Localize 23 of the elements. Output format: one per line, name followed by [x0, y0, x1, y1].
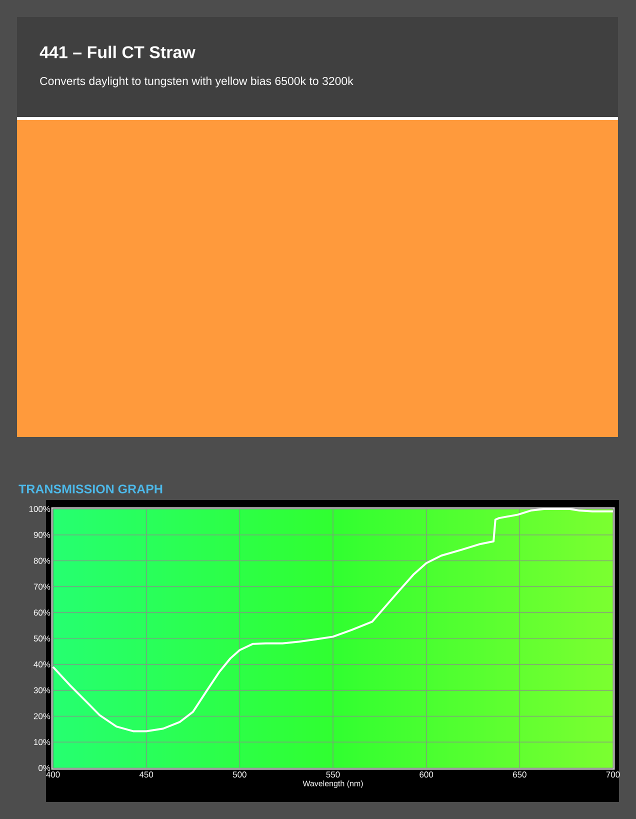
x-tick-label: 400: [46, 772, 60, 778]
y-tick-label: 60%: [34, 610, 50, 616]
y-tick-label: 30%: [34, 687, 50, 694]
y-tick-label: 10%: [34, 739, 50, 746]
y-tick-label: 20%: [34, 713, 50, 720]
y-tick-label: 90%: [34, 532, 50, 538]
chart-title: 441 – Full CT Straw: [40, 46, 196, 58]
chart-subtitle: Converts daylight to tungsten with yellow bias 6500k to 3200k: [40, 76, 354, 88]
y-tick-label: 40%: [34, 661, 50, 668]
y-tick-label: 70%: [34, 584, 50, 590]
y-tick-label: 80%: [34, 558, 50, 564]
x-axis-title: Wavelength (nm): [302, 780, 363, 788]
x-tick-label: 650: [513, 772, 526, 778]
text: TRANSMISSION GRAPH: [18, 484, 162, 494]
y-tick-label: 0%: [38, 764, 50, 771]
y-tick-label: 50%: [34, 635, 50, 642]
x-tick-label: 500: [232, 772, 246, 778]
x-tick-label: 550: [326, 772, 340, 778]
x-tick-label: 600: [420, 772, 434, 778]
line-series: [52, 508, 614, 732]
y-tick-label: 100%: [29, 506, 50, 512]
x-tick-label: 700: [606, 772, 620, 778]
x-tick-label: 450: [139, 772, 154, 778]
